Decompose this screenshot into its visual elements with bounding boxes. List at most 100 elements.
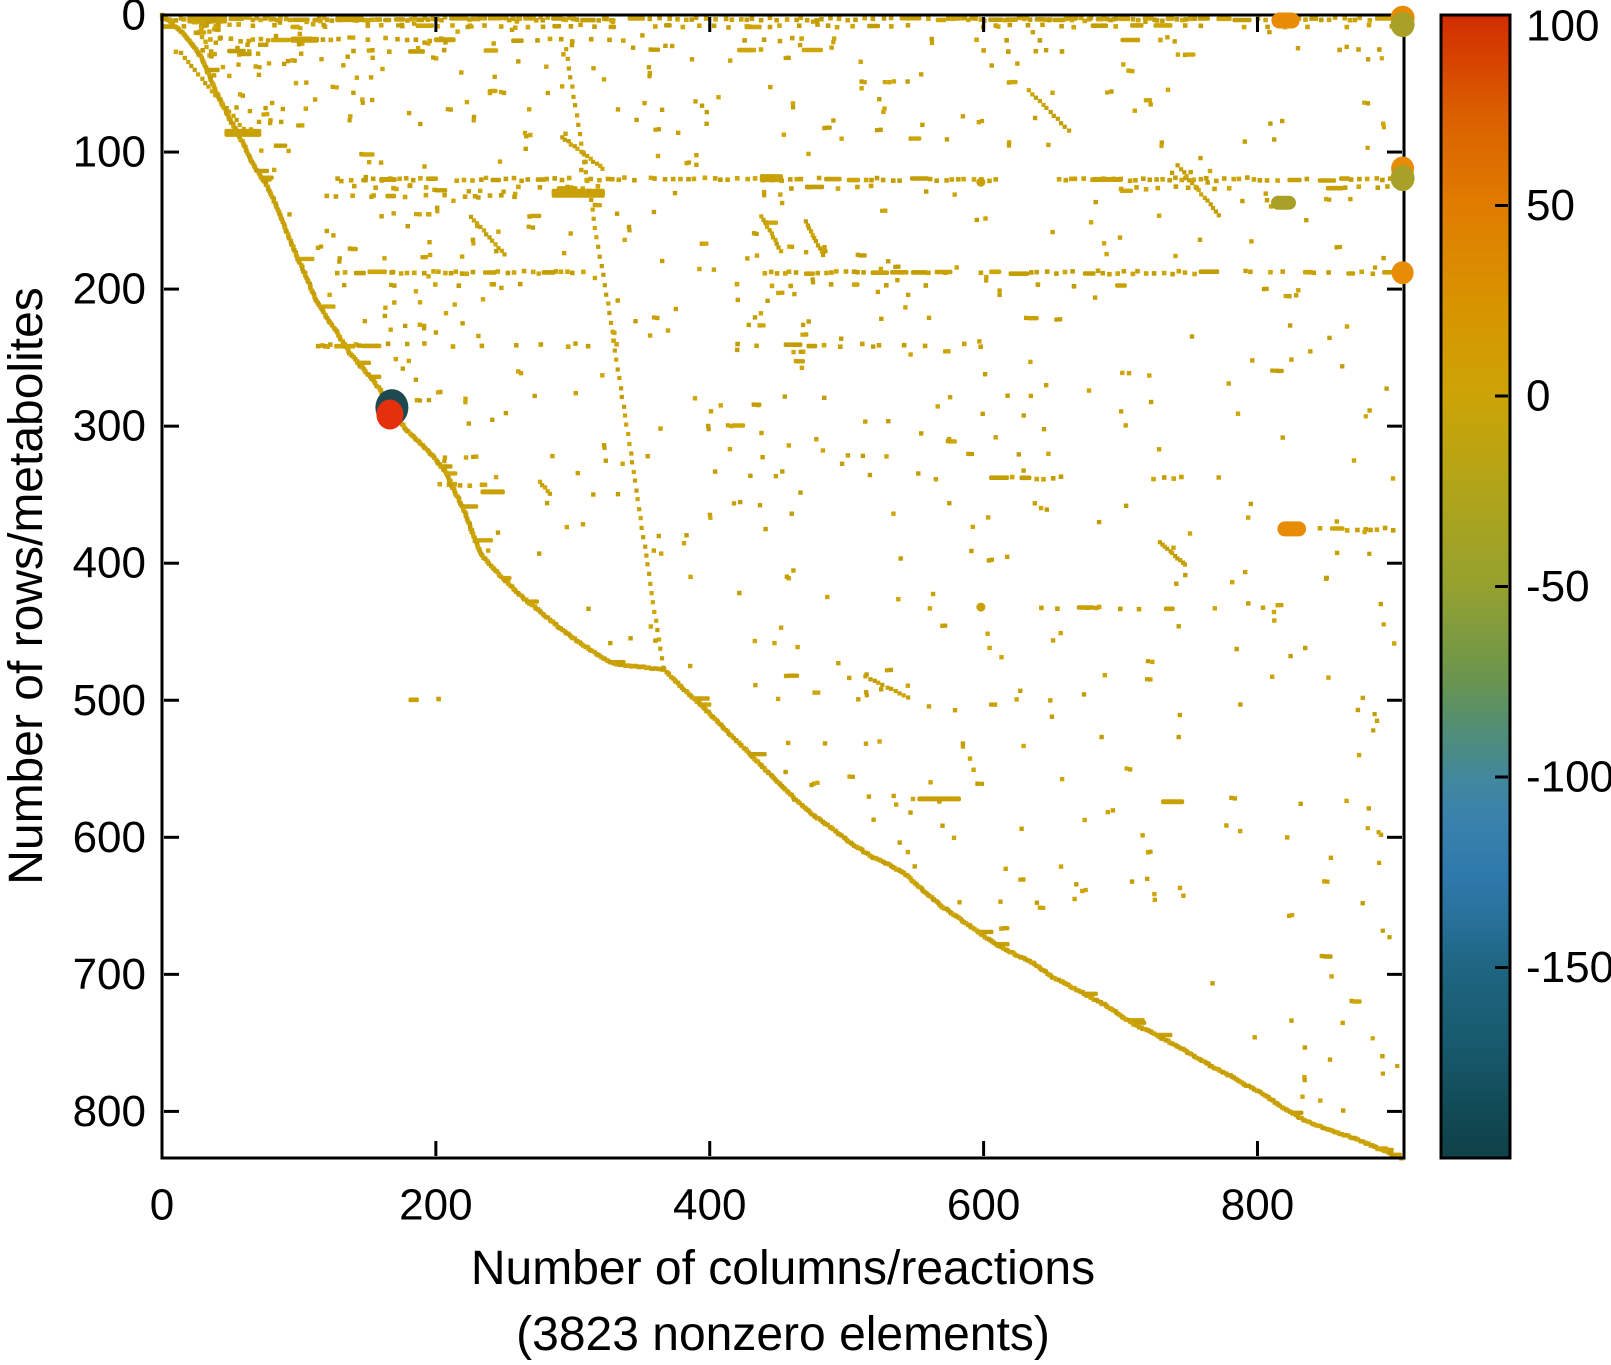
nonzero-dot [885, 685, 890, 690]
nonzero-dash [754, 402, 762, 407]
nonzero-dot [794, 17, 799, 23]
nonzero-dot [1285, 1108, 1290, 1113]
nonzero-dot [245, 151, 250, 156]
nonzero-dot [300, 41, 305, 46]
nonzero-dot [319, 57, 324, 62]
nonzero-dot [828, 282, 834, 287]
nonzero-dot [858, 59, 863, 64]
nonzero-dot [626, 431, 631, 437]
nonzero-dot [591, 66, 596, 71]
nonzero-dot [1129, 879, 1135, 884]
nonzero-dot [563, 631, 569, 636]
nonzero-dot [791, 568, 796, 573]
nonzero-dot [237, 52, 242, 57]
nonzero-dot [443, 311, 449, 316]
nonzero-dot [1280, 118, 1285, 124]
nonzero-dot [243, 130, 249, 135]
nonzero-dot [1063, 177, 1069, 183]
nonzero-dot [943, 270, 948, 275]
nonzero-dot [1033, 48, 1039, 54]
nonzero-dot [952, 708, 958, 713]
nonzero-dot [1071, 24, 1076, 30]
nonzero-dash [627, 16, 645, 21]
nonzero-dot [329, 18, 335, 23]
nonzero-dot [819, 17, 824, 22]
nonzero-dot [1342, 15, 1347, 21]
nonzero-dot [1160, 177, 1165, 182]
nonzero-dot [870, 16, 876, 22]
nonzero-dot [427, 212, 432, 217]
nonzero-dot [417, 398, 423, 403]
nonzero-dot [272, 167, 277, 173]
nonzero-dot [839, 336, 844, 341]
nonzero-dot [822, 245, 827, 250]
nonzero-dot [499, 248, 504, 253]
nonzero-dot [1095, 268, 1101, 274]
nonzero-dot [620, 461, 625, 466]
nonzero-dot [751, 402, 756, 407]
nonzero-dot [596, 244, 601, 249]
nonzero-dot [686, 160, 692, 165]
nonzero-dot [960, 744, 965, 749]
nonzero-dash [298, 256, 315, 262]
nonzero-dot [1275, 603, 1280, 608]
nonzero-dot [789, 511, 794, 516]
nonzero-dot [1360, 695, 1365, 701]
nonzero-dot [893, 688, 898, 694]
nonzero-dot [280, 219, 285, 225]
nonzero-dot [864, 693, 869, 698]
nonzero-dot [1074, 15, 1079, 21]
colorbar-tick-label: 0 [1526, 372, 1550, 421]
nonzero-dot [352, 183, 357, 189]
nonzero-dot [786, 55, 791, 60]
nonzero-dot [789, 793, 795, 798]
nonzero-dash [529, 213, 542, 219]
nonzero-dot [834, 269, 839, 274]
nonzero-dot [297, 31, 302, 37]
nonzero-dot [905, 23, 911, 28]
nonzero-dot [518, 371, 524, 376]
nonzero-dot [300, 266, 305, 272]
nonzero-dot [271, 16, 276, 22]
nonzero-dot [788, 283, 793, 289]
nonzero-dot [173, 49, 179, 55]
nonzero-dot [538, 479, 543, 484]
nonzero-dash [408, 49, 425, 54]
matrix-nonzero-dots [159, 12, 1407, 1161]
nonzero-dot [522, 130, 528, 136]
nonzero-dash [1052, 17, 1066, 23]
nonzero-dot [564, 47, 569, 52]
nonzero-dot [347, 35, 352, 40]
nonzero-dot [1326, 17, 1332, 23]
nonzero-dot [920, 122, 925, 127]
nonzero-dot [1287, 294, 1292, 299]
nonzero-dot [1177, 712, 1182, 718]
nonzero-dot [1238, 828, 1243, 834]
nonzero-dot [465, 24, 470, 30]
nonzero-dot [757, 323, 762, 328]
nonzero-dot [1105, 809, 1110, 815]
nonzero-dot [1365, 826, 1370, 831]
nonzero-dot [286, 148, 291, 154]
nonzero-dot [689, 695, 695, 700]
nonzero-dot [607, 310, 612, 316]
nonzero-dot [860, 847, 865, 852]
nonzero-dot [456, 283, 462, 288]
nonzero-dot [559, 177, 565, 183]
nonzero-dot [1136, 17, 1141, 23]
nonzero-dot [612, 330, 617, 335]
nonzero-dot [463, 396, 468, 401]
nonzero-dot [1170, 1041, 1175, 1047]
nonzero-dot [574, 17, 580, 22]
nonzero-dot [954, 265, 959, 270]
nonzero-dot [981, 48, 986, 53]
nonzero-dot [718, 177, 723, 182]
nonzero-dot [861, 849, 866, 855]
nonzero-dot [1176, 624, 1181, 629]
nonzero-dot [478, 188, 483, 193]
nonzero-dot [978, 17, 984, 22]
nonzero-dot [1082, 817, 1087, 823]
nonzero-dot [836, 661, 841, 666]
nonzero-dash [434, 188, 448, 193]
